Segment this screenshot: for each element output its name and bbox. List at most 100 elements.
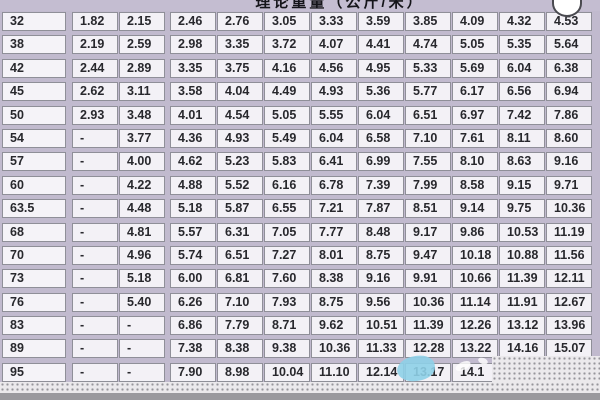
value-cell: 4.01 [170,105,216,125]
row-label-cell: 32 [2,12,66,31]
value-cell: - [72,152,118,172]
value-cell: 4.07 [311,35,357,55]
row-label-cell: 83 [2,316,66,336]
value-cell: 3.77 [119,128,165,148]
value-cell: 10.53 [499,222,545,242]
value-cell: 3.11 [119,82,165,102]
value-cell: 4.53 [546,12,592,31]
value-cell: 2.19 [72,35,118,55]
value-cell: 3.58 [170,82,216,102]
value-cell: 3.72 [264,35,310,55]
value-cell: 9.56 [358,292,404,312]
value-cell: 7.77 [311,222,357,242]
value-cell: 4.48 [119,199,165,219]
table-row: 63.5-4.48 5.18 5.87 6.55 7.21 7.87 8.51 9.14 9.7… [2,199,600,219]
value-cell: 7.21 [311,199,357,219]
value-cell: - [72,222,118,242]
weight-table: 32 1.82 2.15 2.46 2.76 3.05 3.33 3.59 3.85 4.09 4.… [2,12,600,386]
value-cell: - [72,362,118,382]
value-cell: 10.66 [452,269,498,289]
value-cell: 15.07 [546,339,592,359]
value-cell: 1.82 [72,12,118,31]
value-cell: 5.18 [170,199,216,219]
row-label-cell: 76 [2,292,66,312]
value-cell: 7.27 [264,245,310,265]
value-cell: 8.60 [546,128,592,148]
value-cell: - [72,269,118,289]
value-cell: 7.10 [405,128,451,148]
value-cell: 2.93 [72,105,118,125]
value-cell: 4.93 [217,128,263,148]
value-cell: 4.00 [119,152,165,172]
value-cell: 6.16 [264,175,310,195]
value-cell: 4.36 [170,128,216,148]
value-cell: 2.15 [119,12,165,31]
value-cell: 3.05 [264,12,310,31]
value-cell: 4.96 [119,245,165,265]
value-cell: 3.35 [217,35,263,55]
table-row: 76-5.40 6.26 7.10 7.93 8.75 9.56 10.36 11.14 11.… [2,292,600,312]
value-cell: 11.39 [499,269,545,289]
value-cell: 4.22 [119,175,165,195]
row-label-cell: 70 [2,245,66,265]
value-cell: 5.33 [405,58,451,78]
row-label-cell: 73 [2,269,66,289]
value-cell: 6.00 [170,269,216,289]
row-label-cell: 57 [2,152,66,172]
value-cell: - [119,362,165,382]
value-cell: 11.56 [546,245,592,265]
value-cell: - [72,175,118,195]
value-cell: 3.59 [358,12,404,31]
table-row: 73-5.18 6.00 6.81 7.60 8.38 9.16 9.91 10.66 11.3… [2,269,600,289]
value-cell: 5.23 [217,152,263,172]
value-cell: 7.05 [264,222,310,242]
value-cell: 13.96 [546,316,592,336]
value-cell: 8.75 [358,245,404,265]
value-cell: 2.59 [119,35,165,55]
value-cell: 7.61 [452,128,498,148]
value-cell: 10.51 [358,316,404,336]
value-cell: 3.33 [311,12,357,31]
value-cell: 10.36 [546,199,592,219]
value-cell: 11.14 [452,292,498,312]
value-cell: 6.04 [499,58,545,78]
value-cell: 3.35 [170,58,216,78]
value-cell: 9.38 [264,339,310,359]
value-cell: 8.75 [311,292,357,312]
value-cell: 2.46 [170,12,216,31]
value-cell: 6.04 [358,105,404,125]
value-cell: 8.71 [264,316,310,336]
value-cell: 8.38 [311,269,357,289]
value-cell: 6.94 [546,82,592,102]
table-header-strip: 理论重量（公斤/米） [0,0,600,11]
value-cell: 11.10 [311,362,357,382]
value-cell: 4.16 [264,58,310,78]
value-cell: 5.05 [264,105,310,125]
value-cell: - [119,339,165,359]
value-cell: 7.10 [217,292,263,312]
value-cell: 2.89 [119,58,165,78]
value-cell: 12.26 [452,316,498,336]
table-row: 57-4.00 4.62 5.23 5.83 6.41 6.99 7.55 8.10 8.63 9… [2,152,600,172]
value-cell: 8.01 [311,245,357,265]
value-cell: 7.60 [264,269,310,289]
value-cell: 4.88 [170,175,216,195]
row-label-cell: 45 [2,82,66,102]
value-cell: 5.05 [452,35,498,55]
value-cell: 9.16 [358,269,404,289]
value-cell: 4.81 [119,222,165,242]
value-cell: 6.81 [217,269,263,289]
row-label-cell: 89 [2,339,66,359]
value-cell: 6.51 [405,105,451,125]
value-cell: - [72,199,118,219]
value-cell: 6.51 [217,245,263,265]
table-row: 32 1.82 2.15 2.46 2.76 3.05 3.33 3.59 3.85 4.09 4.… [2,12,600,31]
value-cell: 4.62 [170,152,216,172]
value-cell: 8.58 [452,175,498,195]
value-cell: 5.55 [311,105,357,125]
value-cell: 11.91 [499,292,545,312]
value-cell: 4.54 [217,105,263,125]
value-cell: 7.87 [358,199,404,219]
table-row: 89- -7.38 8.38 9.38 10.36 11.33 12.28 13.22 14.1… [2,339,600,359]
value-cell: 9.47 [405,245,451,265]
